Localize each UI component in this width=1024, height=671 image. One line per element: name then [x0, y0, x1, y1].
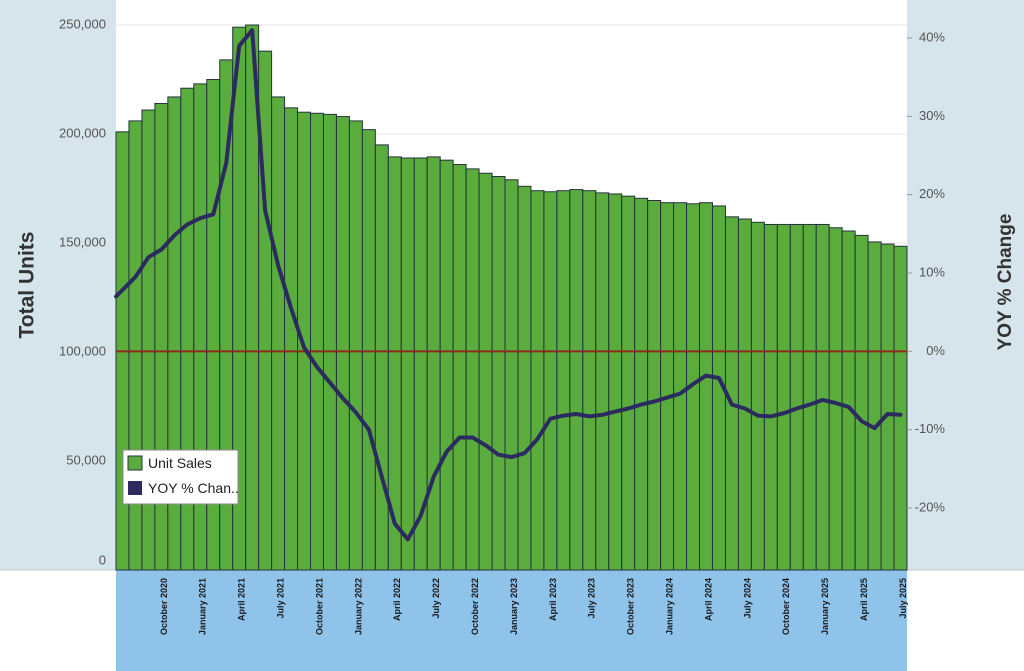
bar — [439, 159, 454, 571]
bar — [491, 176, 506, 571]
x-tick-label: January 2025 — [820, 578, 830, 635]
bar — [867, 241, 882, 571]
x-tick-label: July 2023 — [587, 578, 597, 619]
bar — [828, 227, 843, 571]
y2-tick-label: 20% — [919, 186, 945, 201]
bar — [815, 223, 830, 571]
x-tick-label: July 2021 — [275, 578, 285, 619]
bar — [348, 120, 363, 571]
bar — [543, 191, 558, 571]
bar — [569, 189, 584, 571]
legend: Unit Sales YOY % Chan.. — [122, 449, 239, 505]
legend-label-yoy-change: YOY % Chan.. — [148, 480, 239, 496]
bar — [893, 245, 908, 571]
right-axis-title: YOY % Change — [995, 214, 1016, 351]
bar — [530, 190, 545, 571]
bar — [789, 223, 804, 571]
y-tick-label: 50,000 — [66, 452, 106, 467]
y2-tick-label: 40% — [919, 29, 945, 44]
left-axis-ticks: 0 50,000 100,000 150,000 200,000 250,000 — [59, 16, 106, 567]
bar — [361, 129, 376, 571]
bar — [271, 96, 286, 571]
x-tick-label: January 2022 — [353, 578, 363, 635]
bar — [556, 190, 571, 571]
y2-tick-label: -20% — [915, 499, 946, 514]
bar — [452, 164, 467, 571]
bar — [763, 223, 778, 571]
left-axis-panel — [0, 0, 116, 570]
legend-swatch-yoy-change — [128, 481, 142, 495]
bar — [776, 223, 791, 571]
x-tick-label: October 2023 — [626, 578, 636, 635]
x-tick-label: January 2023 — [509, 578, 519, 635]
legend-label-unit-sales: Unit Sales — [148, 455, 212, 471]
left-axis-title: Total Units — [16, 232, 39, 339]
x-tick-label: January 2024 — [664, 578, 674, 635]
bar — [841, 230, 856, 571]
y-tick-label: 100,000 — [59, 343, 106, 358]
bar — [504, 179, 519, 571]
bar — [699, 202, 713, 571]
y2-tick-label: 10% — [919, 264, 945, 279]
bar — [374, 144, 389, 571]
x-tick-label: April 2025 — [859, 578, 869, 621]
y-tick-label: 250,000 — [59, 16, 106, 31]
bar — [802, 223, 817, 571]
yoy-change-line — [114, 28, 903, 542]
bar — [322, 113, 337, 571]
x-tick-label: October 2024 — [781, 578, 791, 635]
x-axis-panel — [116, 570, 907, 671]
x-tick-label: October 2021 — [314, 578, 324, 635]
x-tick-label: April 2023 — [548, 578, 558, 621]
bar — [750, 221, 765, 571]
bar — [608, 193, 623, 571]
bar — [478, 172, 493, 571]
y2-tick-label: -10% — [915, 421, 946, 436]
bar — [854, 234, 869, 571]
x-tick-label: October 2022 — [470, 578, 480, 635]
bar — [426, 156, 441, 571]
x-tick-label: January 2021 — [198, 578, 208, 635]
y2-tick-label: 0% — [926, 343, 945, 358]
x-tick-label: October 2020 — [159, 578, 169, 635]
x-tick-label: July 2024 — [742, 578, 752, 619]
x-axis-ticks: October 2020 January 2021 April 2021 July 2… — [159, 578, 908, 635]
bar — [335, 116, 350, 571]
bar — [634, 197, 649, 571]
bar — [647, 199, 662, 571]
right-axis-ticks: -20% -10% 0% 10% 20% 30% 40% — [907, 29, 945, 514]
bar — [673, 202, 688, 571]
x-tick-label: April 2024 — [703, 578, 713, 621]
y-tick-label: 150,000 — [59, 234, 106, 249]
bar — [310, 112, 324, 571]
bar — [737, 218, 752, 571]
bar — [880, 243, 895, 571]
bar — [621, 195, 636, 571]
x-tick-label: April 2022 — [392, 578, 402, 621]
bar — [517, 185, 532, 571]
bar — [465, 168, 480, 571]
bar — [660, 202, 675, 571]
bar — [400, 157, 415, 571]
x-tick-label: July 2025 — [898, 578, 908, 619]
right-axis-panel — [907, 0, 1024, 570]
y-tick-label: 0 — [99, 552, 106, 567]
y-tick-label: 200,000 — [59, 125, 106, 140]
bar — [595, 192, 610, 571]
bar — [582, 190, 597, 571]
legend-swatch-unit-sales — [127, 455, 143, 471]
bar — [284, 107, 299, 571]
x-tick-label: April 2021 — [237, 578, 247, 621]
y2-tick-label: 30% — [919, 108, 945, 123]
x-tick-label: July 2022 — [431, 578, 441, 619]
